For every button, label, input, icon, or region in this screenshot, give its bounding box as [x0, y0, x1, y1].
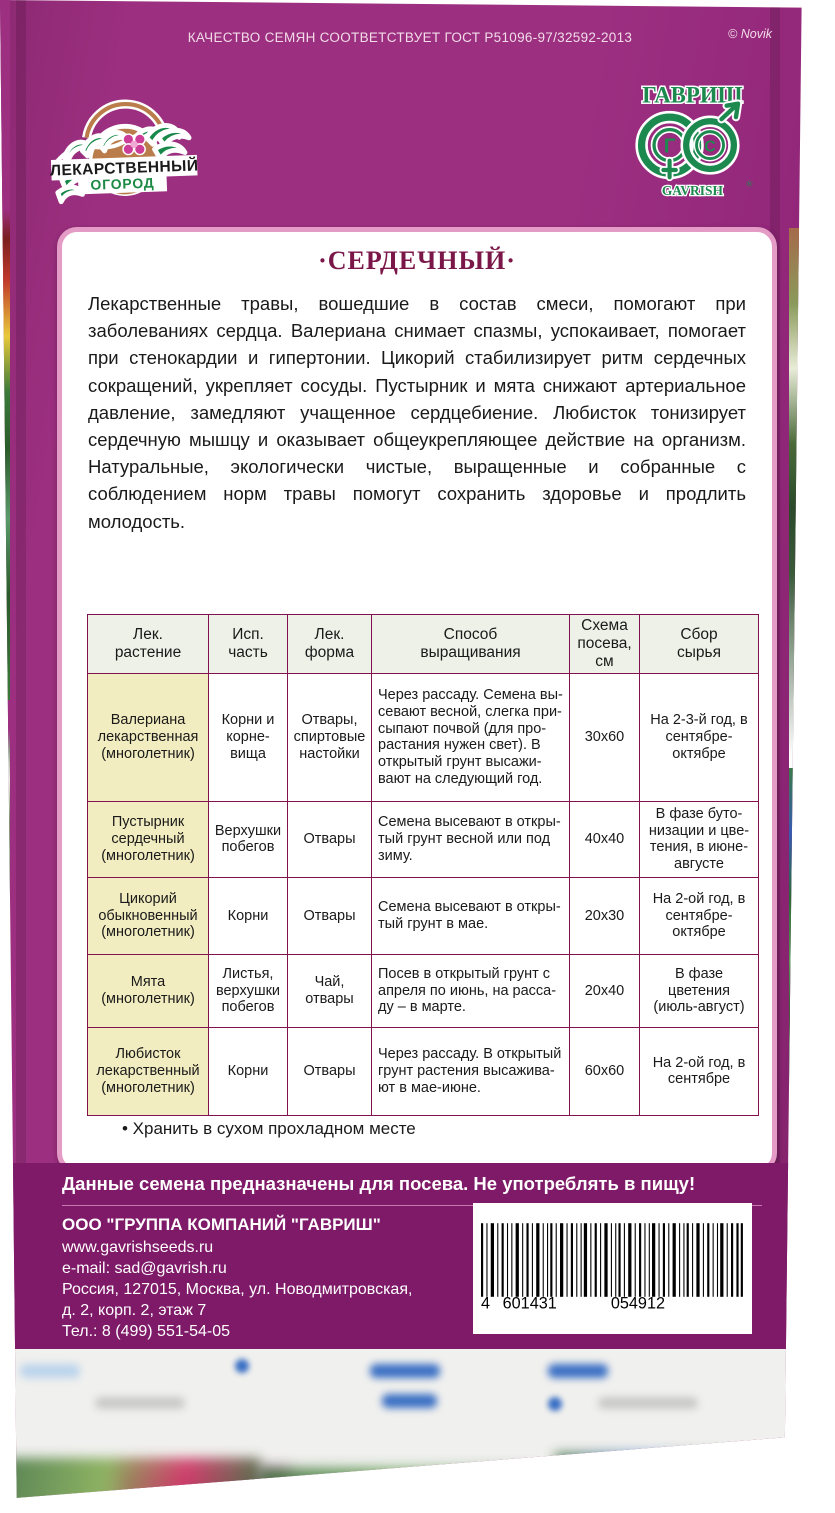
svg-text:Г: Г [664, 134, 676, 157]
svg-text:С: С [704, 138, 715, 155]
svg-text:054912: 054912 [611, 1295, 665, 1313]
svg-text:®: ® [746, 179, 752, 189]
svg-text:4: 4 [481, 1295, 490, 1313]
svg-text:601431: 601431 [503, 1295, 557, 1313]
svg-text:GAVRISH: GAVRISH [662, 183, 724, 198]
svg-text:ОГОРОД: ОГОРОД [90, 175, 155, 193]
